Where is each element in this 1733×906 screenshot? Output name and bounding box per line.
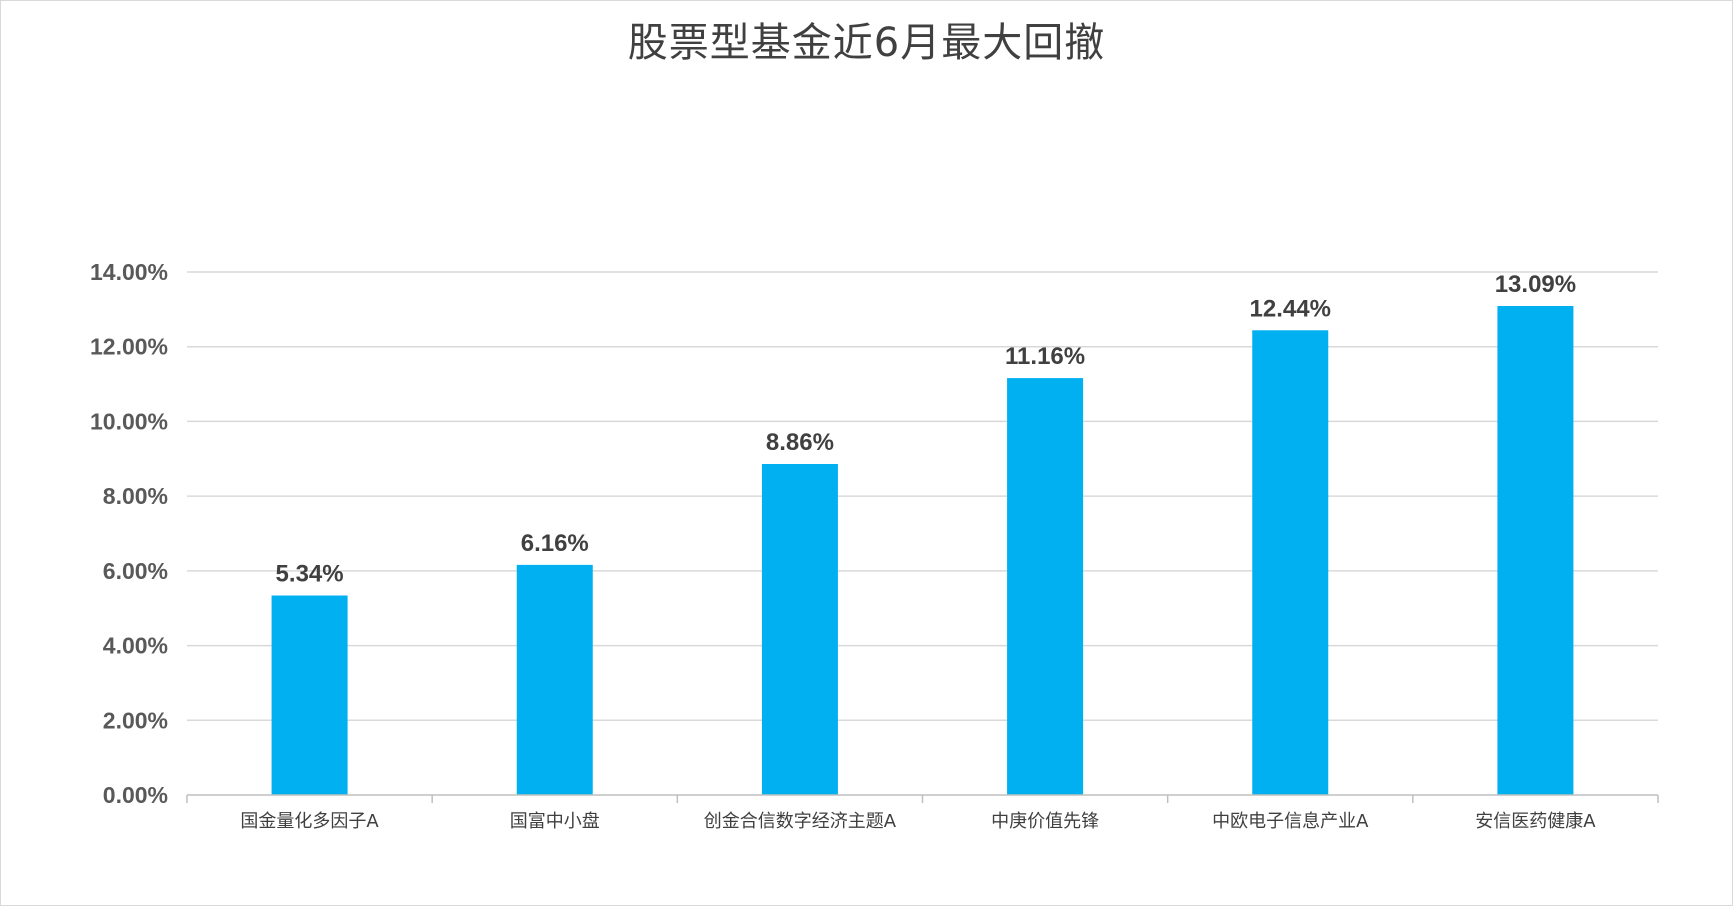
data-label: 5.34% [276,561,344,588]
data-label: 13.09% [1495,271,1576,298]
x-tick-label: 中欧电子信息产业A [1212,811,1369,832]
data-label: 8.86% [766,429,834,456]
y-tick-label: 10.00% [90,408,168,434]
y-tick-label: 8.00% [103,483,168,509]
bar [271,595,348,795]
x-tick-label: 创金合信数字经济主题A [704,811,897,832]
x-tick-label: 安信医药健康A [1475,811,1596,832]
y-tick-label: 4.00% [103,633,168,659]
bar [1007,378,1084,795]
y-tick-label: 12.00% [90,334,168,360]
bar [1497,305,1574,795]
data-label: 6.16% [521,530,589,557]
x-tick-label: 中庚价值先锋 [991,811,1099,832]
x-tick-label: 国金量化多因子A [240,811,379,832]
data-labels: 5.34% 6.16% 8.86% 11.16% 12.44% 13.09% [276,271,1577,588]
bar [1252,330,1329,795]
bar [516,564,593,795]
gridlines [187,271,1658,722]
y-tick-label: 2.00% [103,707,168,733]
y-axis-ticks: 0.00% 2.00% 4.00% 6.00% 8.00% 10.00% 12.00% 14.… [90,259,168,808]
x-axis-ticks: 国金量化多因子A 国富中小盘 创金合信数字经济主题A 中庚价值先锋 中欧电子信息产业A 安… [240,811,1596,832]
bar [761,464,838,795]
y-tick-label: 14.00% [90,259,168,285]
bars [271,305,1574,795]
data-label: 12.44% [1250,295,1331,322]
y-tick-label: 0.00% [103,782,168,808]
x-tick-label: 国富中小盘 [510,811,600,832]
y-tick-label: 6.00% [103,558,168,584]
x-axis [186,794,1659,803]
data-label: 11.16% [1005,343,1085,370]
chart-title: 股票型基金近6月最大回撤 [627,20,1106,66]
